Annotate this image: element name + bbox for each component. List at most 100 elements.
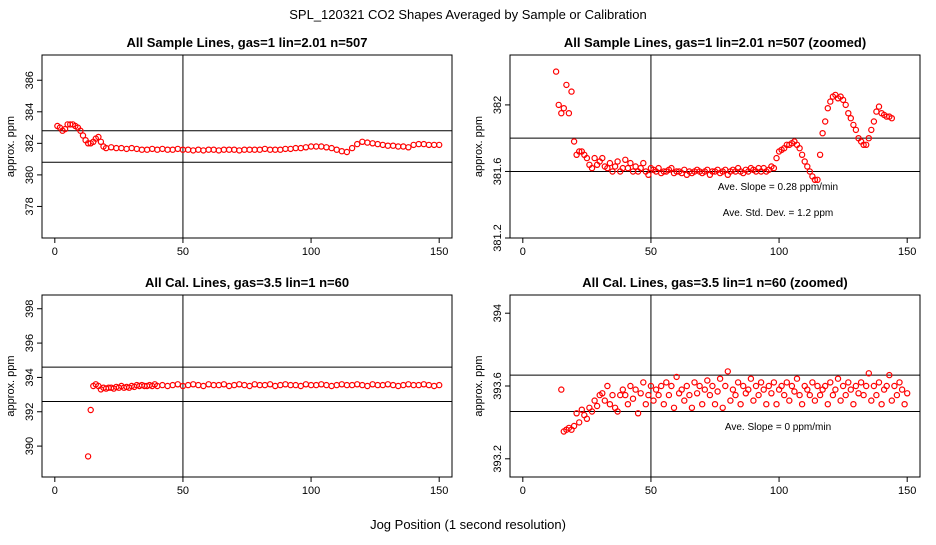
y-tick-label: 394 [492, 304, 504, 322]
y-axis-label: approx. ppm [5, 116, 17, 177]
data-point [660, 401, 668, 408]
data-point [210, 381, 217, 389]
data-point [359, 381, 366, 389]
data-point [655, 391, 662, 399]
data-point [400, 381, 407, 389]
data-point [850, 121, 857, 129]
data-point [673, 373, 680, 381]
panel-title: All Sample Lines, gas=1 lin=2.01 n=507 (… [564, 35, 866, 50]
y-tick-label: 378 [24, 197, 36, 215]
data-point [811, 176, 819, 183]
data-point [611, 163, 619, 170]
data-point [343, 148, 351, 156]
data-point [302, 144, 310, 151]
data-point [768, 390, 775, 397]
data-point [246, 382, 253, 390]
data-point [287, 145, 294, 153]
data-point [806, 168, 814, 175]
data-point [627, 382, 634, 390]
data-point [886, 371, 893, 379]
data-point [400, 143, 407, 150]
data-point [837, 397, 844, 404]
x-tick-label: 50 [177, 485, 189, 497]
data-point [614, 408, 621, 415]
data-point [647, 382, 655, 390]
data-point [215, 381, 222, 389]
data-point [655, 164, 662, 172]
data-point [236, 381, 243, 388]
data-point [128, 144, 135, 152]
data-point [773, 154, 780, 162]
y-axis-label: approx. ppm [473, 355, 485, 416]
data-point [599, 390, 606, 397]
panel-title: All Cal. Lines, gas=3.5 lin=1 n=60 (zoom… [582, 275, 848, 290]
data-point [670, 404, 678, 411]
data-point [558, 109, 565, 117]
data-point [354, 381, 361, 388]
data-point [770, 379, 778, 386]
data-point [430, 382, 438, 390]
data-point [389, 142, 397, 149]
data-point [614, 158, 621, 165]
data-point [159, 145, 166, 153]
data-point [747, 375, 755, 382]
data-point [842, 391, 849, 399]
data-point [791, 388, 798, 395]
data-point [420, 140, 427, 148]
y-tick-label: 390 [24, 437, 36, 455]
data-point [678, 386, 685, 393]
data-point [369, 140, 376, 147]
data-point [266, 146, 274, 153]
data-point [195, 146, 202, 153]
data-point [852, 126, 860, 134]
data-point [384, 142, 392, 149]
data-point [205, 381, 212, 388]
x-tick-label: 50 [645, 246, 657, 258]
data-point [873, 391, 880, 399]
data-point [184, 146, 192, 153]
data-point [796, 144, 803, 152]
data-point [174, 381, 181, 388]
data-point [395, 143, 402, 150]
data-point [323, 381, 330, 389]
data-point [798, 151, 806, 158]
data-point [839, 96, 847, 104]
data-point [814, 382, 821, 390]
annotation-text: Ave. Slope = 0 ppm/min [725, 422, 831, 433]
data-point [627, 159, 634, 167]
data-point [824, 401, 832, 408]
data-point [425, 381, 433, 389]
data-point [436, 381, 443, 389]
data-point [609, 168, 616, 175]
data-point [266, 381, 274, 388]
data-point [333, 146, 340, 153]
data-point [619, 386, 627, 393]
data-point [210, 146, 217, 153]
data-point [297, 144, 304, 152]
y-tick-label: 382 [492, 96, 504, 114]
x-tick-label: 50 [177, 246, 189, 258]
data-point [827, 98, 834, 105]
data-point [622, 156, 629, 163]
data-point [220, 146, 228, 153]
data-point [760, 386, 767, 393]
data-point [857, 379, 865, 386]
data-point [691, 379, 698, 386]
x-tick-label: 100 [302, 485, 320, 497]
data-point [716, 375, 724, 382]
data-point [804, 386, 811, 393]
data-point [189, 381, 197, 388]
data-point [389, 381, 397, 389]
data-point [277, 381, 284, 389]
data-point [855, 390, 862, 397]
data-point [405, 144, 412, 151]
data-point [745, 386, 752, 393]
data-point [604, 164, 611, 172]
x-tick-label: 100 [770, 485, 788, 497]
chart-panel-1: All Sample Lines, gas=1 lin=2.01 n=507 0 5… [5, 35, 453, 258]
data-point [578, 406, 586, 413]
data-point [415, 140, 422, 148]
data-point [282, 381, 289, 388]
x-tick-label: 0 [52, 485, 58, 497]
y-tick-label: 394 [24, 368, 36, 386]
